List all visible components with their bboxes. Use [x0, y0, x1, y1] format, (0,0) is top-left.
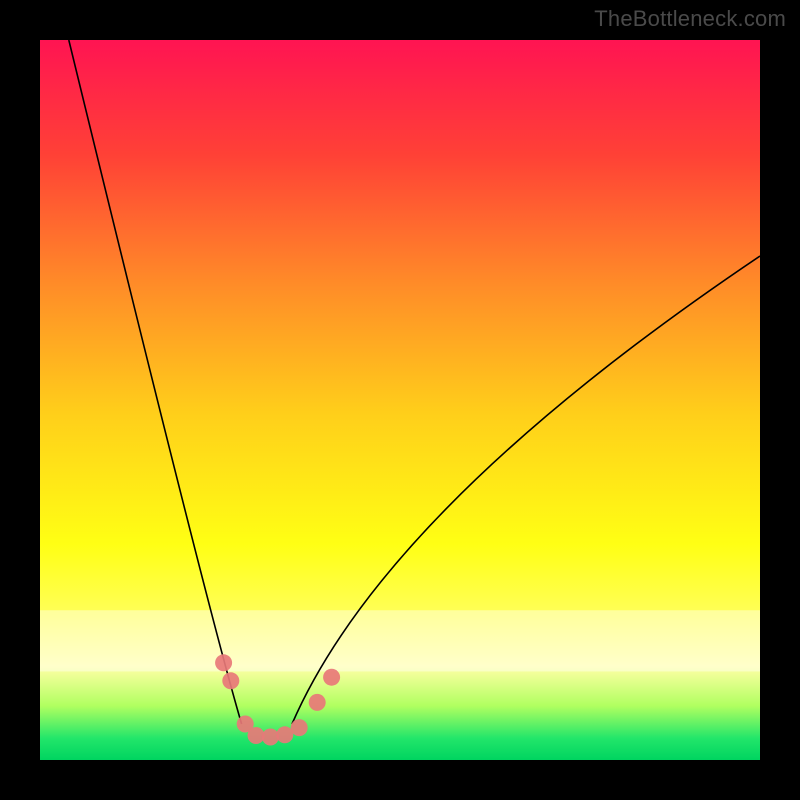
plot-area: [40, 40, 760, 760]
white-band: [40, 610, 760, 671]
data-marker: [323, 669, 340, 686]
data-marker: [276, 726, 293, 743]
data-marker: [248, 727, 265, 744]
data-marker: [291, 719, 308, 736]
data-marker: [222, 672, 239, 689]
data-marker: [215, 654, 232, 671]
chart-container: TheBottleneck.com: [0, 0, 800, 800]
data-marker: [262, 728, 279, 745]
watermark-text: TheBottleneck.com: [594, 6, 786, 32]
data-marker: [309, 694, 326, 711]
